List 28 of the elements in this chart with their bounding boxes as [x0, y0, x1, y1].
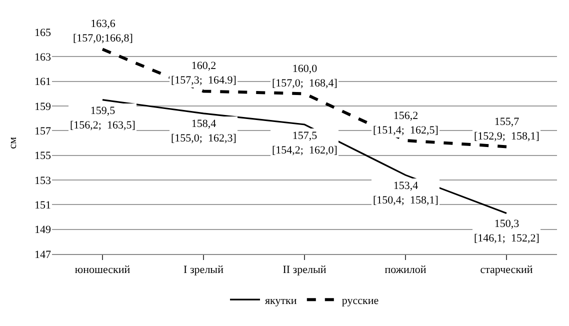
- y-tick-label: 153: [34, 174, 52, 187]
- legend-label: якутки: [265, 294, 297, 307]
- data-label: 159,5 [156,2; 163,5]: [70, 105, 136, 132]
- y-tick-label: 161: [34, 76, 51, 88]
- x-tick-label: II зрелый: [282, 264, 326, 276]
- y-tick-label: 163: [34, 52, 52, 64]
- data-label: 160,2 [157,3; 164.9]: [171, 60, 236, 86]
- x-tick-label: пожилой: [384, 264, 426, 276]
- data-label: 156,2 [151,4; 162,5]: [373, 110, 438, 136]
- x-tick-label: юношеский: [74, 264, 130, 276]
- y-tick-label: 165: [34, 26, 52, 39]
- data-label: 153,4 [150,4; 158,1]: [373, 180, 438, 206]
- x-tick-label: старческий: [480, 264, 533, 276]
- data-label: 157,5 [154,2; 162,0]: [272, 130, 338, 156]
- y-tick-label: 151: [34, 200, 51, 212]
- y-tick-label: 159: [34, 100, 52, 113]
- y-tick-label: 157: [34, 126, 52, 138]
- data-label: 160,0 [157,0; 168,4]: [272, 63, 338, 90]
- data-label: 163,6 [157,0;166,8]: [73, 18, 133, 44]
- data-label: 150,3 [146,1; 152,2]: [474, 218, 540, 244]
- x-tick-label: I зрелый: [184, 264, 224, 276]
- y-tick-label: 155: [34, 150, 52, 162]
- data-label: 155,7 [152,9; 158,1]: [474, 116, 540, 142]
- y-tick-label: 147: [34, 248, 52, 261]
- y-tick-label: 149: [34, 224, 52, 236]
- data-label: 158,4 [155,0; 162,3]: [171, 118, 236, 144]
- y-axis-title: см: [7, 137, 20, 149]
- legend-label: русские: [342, 294, 379, 307]
